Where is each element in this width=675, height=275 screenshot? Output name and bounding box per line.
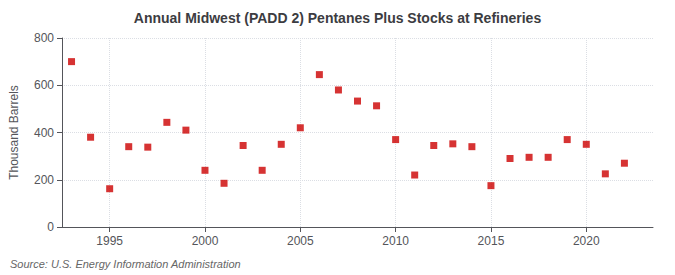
svg-text:2005: 2005 — [287, 234, 314, 248]
svg-text:2020: 2020 — [573, 234, 600, 248]
svg-text:0: 0 — [47, 220, 54, 234]
svg-text:Thousand Barrels: Thousand Barrels — [7, 85, 21, 180]
svg-text:2015: 2015 — [478, 234, 505, 248]
svg-text:1995: 1995 — [96, 234, 123, 248]
svg-text:800: 800 — [34, 31, 54, 45]
svg-text:400: 400 — [34, 126, 54, 140]
svg-text:200: 200 — [34, 173, 54, 187]
svg-text:2000: 2000 — [192, 234, 219, 248]
svg-text:Annual Midwest (PADD 2) Pentan: Annual Midwest (PADD 2) Pentanes Plus St… — [134, 10, 542, 26]
svg-text:Source: U.S. Energy Informatio: Source: U.S. Energy Information Administ… — [10, 258, 241, 270]
svg-text:2010: 2010 — [382, 234, 409, 248]
svg-text:600: 600 — [34, 78, 54, 92]
